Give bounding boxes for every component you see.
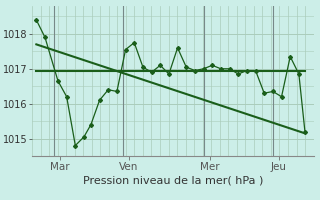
X-axis label: Pression niveau de la mer( hPa ): Pression niveau de la mer( hPa ) <box>83 176 263 186</box>
